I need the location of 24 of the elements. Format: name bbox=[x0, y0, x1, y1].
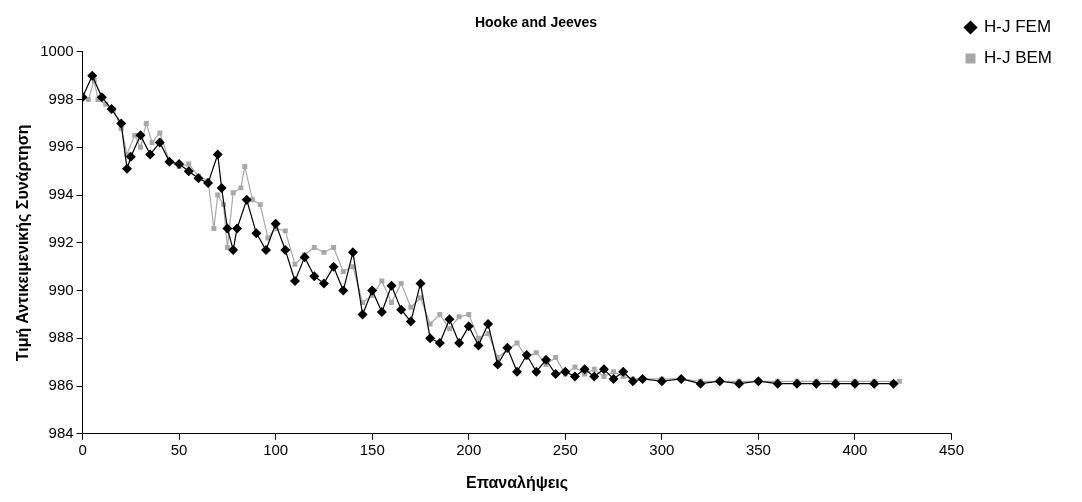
chart-title: Hooke and Jeeves bbox=[474, 14, 598, 31]
x-tick-label: 300 bbox=[649, 441, 675, 459]
y-tick-label: 1000 bbox=[40, 41, 74, 59]
x-tick-label: 450 bbox=[938, 441, 965, 459]
y-tick-label: 998 bbox=[48, 89, 74, 107]
legend-label: H-J FEM bbox=[984, 17, 1052, 37]
y-tick-label: 984 bbox=[48, 423, 74, 441]
legend-label: H-J BEM bbox=[984, 48, 1052, 68]
y-tick-label: 990 bbox=[48, 280, 74, 298]
y-tick-label: 988 bbox=[48, 328, 74, 346]
x-tick-label: 250 bbox=[552, 441, 578, 459]
y-axis-title: Τιμή Αντικειμενικής Συνάρτηση bbox=[14, 124, 33, 362]
x-tick-label: 0 bbox=[78, 441, 87, 459]
y-tick-label: 994 bbox=[48, 185, 74, 203]
x-tick-label: 400 bbox=[842, 441, 868, 459]
x-tick-label: 100 bbox=[263, 441, 289, 459]
x-tick-label: 350 bbox=[745, 441, 771, 459]
x-axis-title: Επαναλήψεις bbox=[465, 473, 569, 492]
x-tick-label: 50 bbox=[170, 441, 188, 459]
x-tick-label: 200 bbox=[456, 441, 482, 459]
y-tick-label: 996 bbox=[48, 137, 74, 155]
y-tick-label: 986 bbox=[48, 376, 74, 394]
y-tick-label: 992 bbox=[48, 232, 74, 250]
x-tick-label: 150 bbox=[359, 441, 385, 459]
